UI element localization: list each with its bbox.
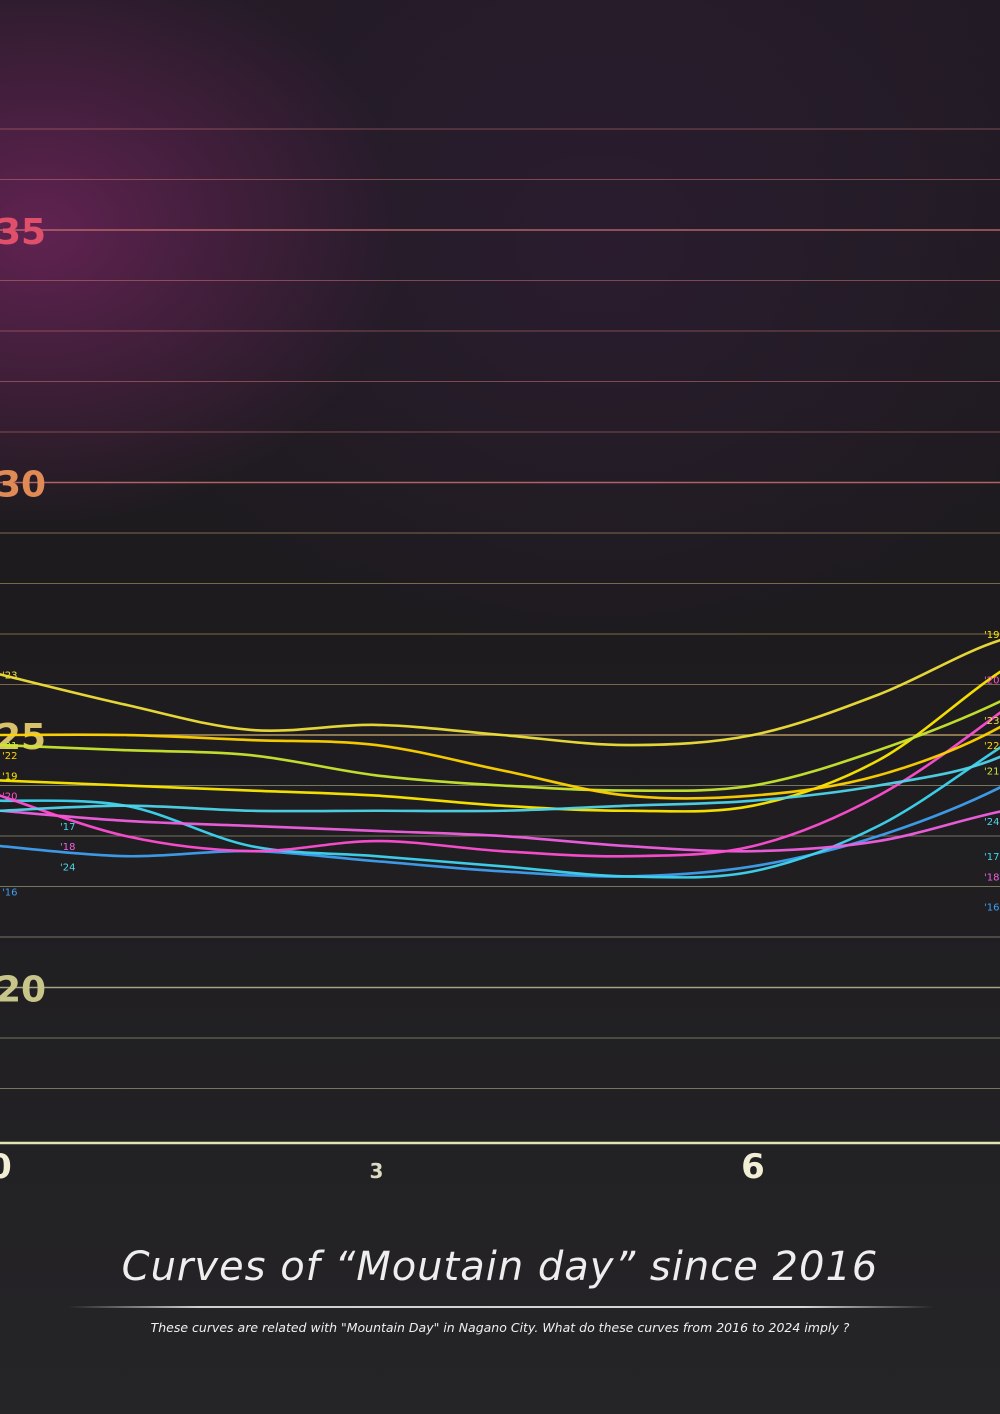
left-label: '22 — [2, 751, 17, 762]
series-line-23 — [0, 638, 1000, 747]
right-label: '20 — [984, 675, 999, 686]
right-label: '22 — [984, 741, 999, 752]
chart-subtitle: These curves are related with "Mountain … — [150, 1320, 850, 1335]
left-label: '19 — [2, 771, 17, 782]
series-line-21 — [0, 700, 1000, 793]
left-label: '16 — [2, 888, 17, 899]
series-labels: '20'22'19'23'21'24'17'16'18'23'21'22'19'… — [2, 630, 999, 914]
right-label: '21 — [984, 766, 999, 777]
series-line-19 — [0, 670, 1000, 813]
x-tick-label: 6 — [741, 1147, 765, 1187]
series-line-22 — [0, 725, 1000, 800]
chart-grid — [0, 0, 1000, 1145]
series-line-24 — [0, 755, 1000, 813]
y-tick-label: 20 — [0, 970, 46, 1011]
right-label: '24 — [984, 817, 999, 828]
left-label: '18 — [60, 842, 75, 853]
left-label: '24 — [60, 862, 75, 873]
x-tick-label: 0 — [0, 1147, 12, 1187]
x-tick-label: 3 — [370, 1159, 384, 1183]
y-tick-label: 25 — [0, 717, 46, 758]
series-line-16 — [0, 786, 1000, 878]
y-tick-label: 30 — [0, 465, 46, 506]
right-label: '23 — [984, 716, 999, 727]
series-line-18 — [0, 809, 1000, 853]
left-label: '20 — [2, 792, 17, 803]
left-label: '23 — [2, 670, 17, 681]
right-label: '19 — [984, 630, 999, 641]
right-label: '16 — [984, 903, 999, 914]
right-label: '17 — [984, 852, 999, 863]
left-label: '17 — [60, 822, 75, 833]
chart-title: Curves of “Moutain day” since 2016 — [121, 1244, 879, 1290]
right-label: '18 — [984, 872, 999, 883]
series-line-20 — [0, 711, 1000, 858]
series-line-17 — [0, 746, 1000, 879]
left-label: '21 — [2, 741, 17, 752]
y-tick-label: 35 — [0, 212, 46, 253]
series-lines — [0, 638, 1000, 879]
x-axis-labels: 03691215182124 — [0, 1147, 765, 1187]
title-divider — [68, 1306, 934, 1308]
y-axis-labels: 20 25 30 35 — [0, 212, 46, 1011]
